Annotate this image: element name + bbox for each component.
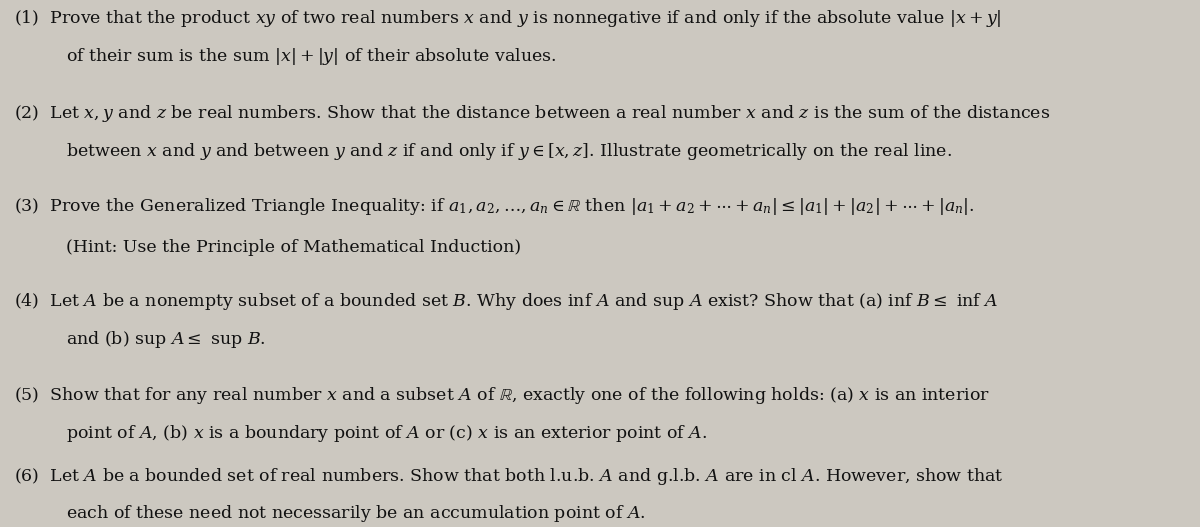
Text: each of these need not necessarily be an accumulation point of $A$.: each of these need not necessarily be an…	[66, 503, 646, 524]
Text: of their sum is the sum $|x|+|y|$ of their absolute values.: of their sum is the sum $|x|+|y|$ of the…	[66, 46, 557, 67]
Text: point of $A$, (b) $x$ is a boundary point of $A$ or (c) $x$ is an exterior point: point of $A$, (b) $x$ is a boundary poin…	[66, 423, 707, 444]
Text: (3)  Prove the Generalized Triangle Inequality: if $a_1, a_2, \ldots, a_n \in \m: (3) Prove the Generalized Triangle Inequ…	[14, 196, 974, 217]
Text: (1)  Prove that the product $xy$ of two real numbers $x$ and $y$ is nonnegative : (1) Prove that the product $xy$ of two r…	[14, 8, 1002, 29]
Text: (5)  Show that for any real number $x$ and a subset $A$ of $\mathbb{R}$, exactly: (5) Show that for any real number $x$ an…	[14, 385, 990, 406]
Text: and (b) sup $A \leq$ sup $B$.: and (b) sup $A \leq$ sup $B$.	[66, 329, 265, 350]
Text: (Hint: Use the Principle of Mathematical Induction): (Hint: Use the Principle of Mathematical…	[66, 239, 521, 256]
Text: (6)  Let $A$ be a bounded set of real numbers. Show that both l.u.b. $A$ and g.l: (6) Let $A$ be a bounded set of real num…	[14, 466, 1004, 487]
Text: (2)  Let $x, y$ and $z$ be real numbers. Show that the distance between a real n: (2) Let $x, y$ and $z$ be real numbers. …	[14, 103, 1051, 124]
Text: (4)  Let $A$ be a nonempty subset of a bounded set $B$. Why does inf $A$ and sup: (4) Let $A$ be a nonempty subset of a bo…	[14, 291, 998, 312]
Text: between $x$ and $y$ and between $y$ and $z$ if and only if $y\in [x, z]$. Illust: between $x$ and $y$ and between $y$ and …	[66, 141, 952, 162]
